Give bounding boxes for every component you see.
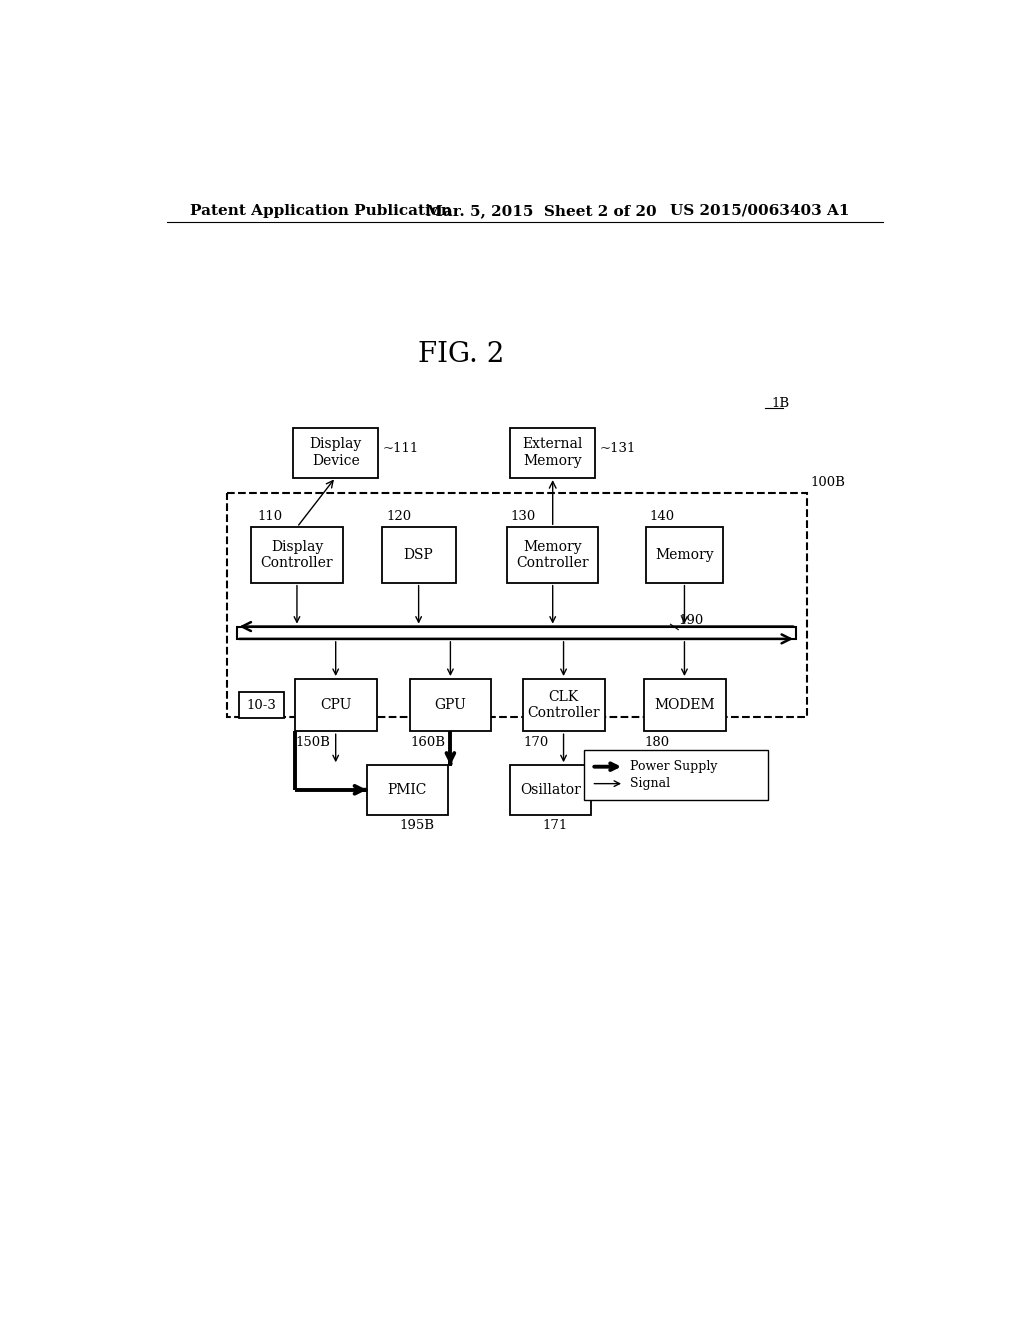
Bar — [584, 750, 768, 800]
Text: Osillator: Osillator — [520, 783, 581, 797]
Text: ~111: ~111 — [382, 442, 419, 455]
Text: 130: 130 — [511, 510, 537, 523]
Bar — [510, 766, 592, 816]
Text: FIG. 2: FIG. 2 — [418, 342, 505, 368]
Text: MODEM: MODEM — [654, 698, 715, 711]
Bar — [646, 527, 723, 582]
Text: GPU: GPU — [434, 698, 466, 711]
Bar — [382, 527, 456, 582]
Bar — [227, 494, 807, 717]
Text: 171: 171 — [543, 818, 568, 832]
Text: Display
Controller: Display Controller — [261, 540, 333, 570]
Text: Signal: Signal — [630, 777, 671, 791]
Text: 180: 180 — [644, 735, 670, 748]
Text: Display
Device: Display Device — [309, 437, 361, 467]
Bar — [367, 766, 449, 816]
Bar — [644, 678, 726, 731]
Text: Memory: Memory — [655, 548, 714, 562]
Text: 150B: 150B — [295, 735, 331, 748]
Text: 190: 190 — [678, 614, 703, 627]
Text: DSP: DSP — [403, 548, 433, 562]
Bar — [251, 527, 343, 582]
Bar — [507, 527, 598, 582]
Bar — [295, 678, 377, 731]
Bar — [293, 428, 378, 478]
Text: 1B: 1B — [771, 397, 790, 409]
Text: External
Memory: External Memory — [522, 437, 583, 467]
Bar — [410, 678, 492, 731]
Bar — [237, 627, 796, 639]
Bar — [523, 678, 604, 731]
Text: Memory
Controller: Memory Controller — [516, 540, 589, 570]
Text: 10-3: 10-3 — [247, 698, 276, 711]
Text: 140: 140 — [649, 510, 675, 523]
Text: PMIC: PMIC — [387, 783, 427, 797]
Bar — [239, 692, 284, 718]
Text: US 2015/0063403 A1: US 2015/0063403 A1 — [671, 203, 850, 218]
Text: CPU: CPU — [321, 698, 351, 711]
Text: 120: 120 — [386, 510, 412, 523]
Text: Power Supply: Power Supply — [630, 760, 718, 774]
Text: Patent Application Publication: Patent Application Publication — [190, 203, 452, 218]
Text: 170: 170 — [523, 735, 549, 748]
Text: 110: 110 — [257, 510, 283, 523]
Text: CLK
Controller: CLK Controller — [527, 690, 600, 721]
Text: 160B: 160B — [410, 735, 445, 748]
Text: Mar. 5, 2015  Sheet 2 of 20: Mar. 5, 2015 Sheet 2 of 20 — [426, 203, 657, 218]
Text: 195B: 195B — [399, 818, 434, 832]
Text: 100B: 100B — [811, 477, 846, 490]
Text: ~131: ~131 — [599, 442, 636, 455]
Bar — [510, 428, 595, 478]
